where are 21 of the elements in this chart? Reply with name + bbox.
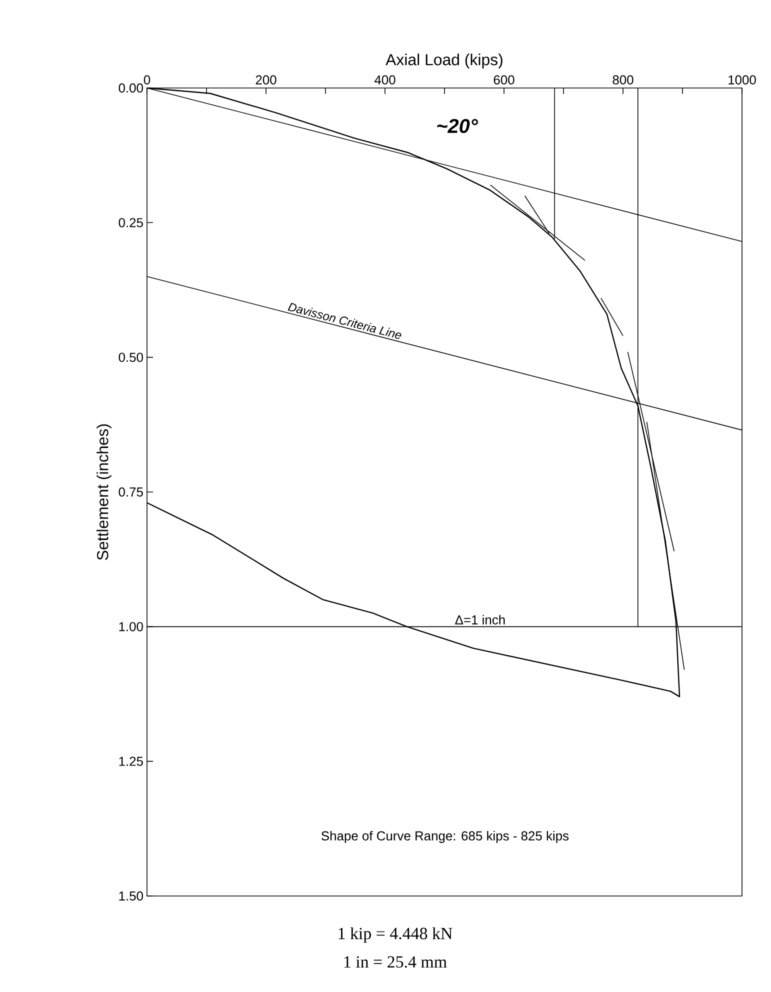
text: Davisson Criteria Line <box>288 302 402 339</box>
annotation: Shape of Curve Range: 685 kips - 825 kips <box>322 830 569 844</box>
y-tick-label: 0.00 <box>118 83 143 93</box>
y-tick-label: 0.75 <box>118 487 143 497</box>
y-tick-label: 1.00 <box>119 622 143 632</box>
y-tick-label: 0.50 <box>118 352 143 362</box>
x-axis-title: Axial Load (kips) <box>386 54 502 68</box>
text: 1 kip = 4.448 kN <box>338 927 452 943</box>
y-tick-label: 0.25 <box>118 218 143 228</box>
text: 1 in = 25.4 mm <box>344 956 447 968</box>
annotation: ~20° <box>437 118 478 134</box>
x-tick-label: 800 <box>612 75 634 84</box>
x-tick-label: 400 <box>374 75 396 84</box>
ref-line-label: Δ=1 inch <box>455 614 505 624</box>
y-axis-title: Settlement (inches) <box>96 424 112 560</box>
x-tick-label: 200 <box>256 75 276 84</box>
x-tick-label: 1000 <box>728 75 756 84</box>
y-tick-label: 1.25 <box>119 756 143 766</box>
x-tick-label: 0 <box>144 75 150 84</box>
y-tick-label: 1.50 <box>119 891 143 901</box>
x-tick-label: 600 <box>494 75 514 84</box>
